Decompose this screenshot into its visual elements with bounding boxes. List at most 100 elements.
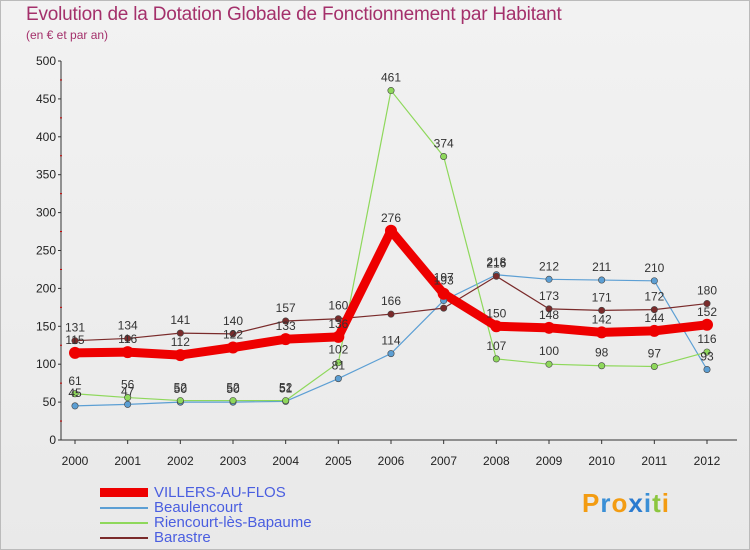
chart-title: Evolution de la Dotation Globale de Fonc… [26, 4, 562, 25]
data-label: 98 [595, 346, 609, 360]
data-point [174, 349, 187, 362]
legend-swatch [100, 488, 148, 497]
x-tick-label: 2012 [694, 454, 721, 468]
data-label: 152 [697, 305, 717, 319]
legend-item: Beaulencourt [100, 500, 312, 515]
x-tick-label: 2009 [536, 454, 563, 468]
data-label: 100 [539, 344, 559, 358]
data-label: 461 [381, 71, 401, 85]
data-point [385, 224, 397, 237]
data-point [598, 276, 606, 284]
x-tick-label: 2007 [430, 454, 457, 468]
data-point [71, 402, 79, 410]
x-tick-label: 2008 [483, 454, 510, 468]
data-label: 197 [434, 271, 454, 285]
data-point [492, 355, 500, 363]
data-point [703, 348, 711, 356]
x-tick-label: 2011 [641, 454, 667, 468]
data-label: 133 [276, 319, 296, 333]
data-label: 114 [381, 334, 400, 348]
data-point [282, 317, 290, 325]
data-point [545, 360, 553, 368]
data-label: 216 [486, 256, 506, 270]
data-label: 52 [226, 381, 240, 395]
legend-label: Beaulencourt [154, 499, 243, 516]
data-label: 140 [223, 314, 243, 328]
data-label: 134 [118, 318, 138, 332]
data-label: 45 [68, 386, 82, 400]
data-point [282, 397, 290, 405]
data-point [650, 277, 658, 285]
data-label: 148 [539, 308, 559, 322]
data-point [334, 375, 342, 383]
data-label: 93 [700, 350, 714, 364]
data-label: 150 [486, 306, 506, 320]
data-label: 112 [171, 335, 190, 349]
data-point [387, 310, 395, 318]
data-point [440, 304, 448, 312]
data-label: 116 [697, 332, 716, 346]
x-tick-label: 2003 [220, 454, 247, 468]
data-point [332, 330, 345, 343]
x-tick-label: 2006 [378, 454, 405, 468]
data-label: 81 [332, 359, 346, 373]
data-label: 122 [223, 328, 243, 342]
data-label: 102 [328, 343, 348, 357]
y-tick-label: 450 [36, 92, 56, 106]
x-tick-label: 2002 [167, 454, 194, 468]
data-point [598, 306, 606, 314]
x-tick-label: 2001 [114, 454, 141, 468]
data-point [176, 397, 184, 405]
data-label: 51 [279, 381, 293, 395]
data-point [595, 326, 608, 339]
proxiti-logo: Proxiti [582, 488, 670, 519]
logo-letter: x [628, 488, 644, 518]
data-point [69, 346, 81, 359]
chart-legend: VILLERS-AU-FLOS Beaulencourt Riencourt-lès… [100, 485, 312, 545]
data-point [598, 362, 606, 370]
logo-letter: r [600, 488, 612, 518]
data-label: 144 [644, 311, 664, 325]
data-point [650, 362, 658, 370]
data-point [387, 350, 395, 358]
data-point [334, 315, 342, 323]
y-tick-label: 100 [36, 357, 56, 371]
data-label: 107 [486, 339, 506, 353]
legend-item: VILLERS-AU-FLOS [100, 485, 312, 500]
x-tick-label: 2005 [325, 454, 352, 468]
data-label: 141 [170, 313, 190, 327]
data-label: 210 [644, 261, 664, 275]
logo-letter: P [582, 488, 601, 518]
x-tick-label: 2010 [588, 454, 615, 468]
legend-swatch [100, 536, 148, 539]
data-point [545, 305, 553, 313]
legend-swatch [100, 521, 148, 524]
legend-label: VILLERS-AU-FLOS [154, 484, 286, 501]
y-tick-label: 400 [36, 130, 56, 144]
data-point [176, 329, 184, 337]
data-label: 131 [65, 321, 85, 335]
data-label: 212 [539, 259, 559, 273]
data-point [648, 324, 661, 337]
data-label: 166 [381, 294, 401, 308]
data-point [703, 366, 711, 374]
data-label: 52 [174, 381, 188, 395]
legend-label: Riencourt-lès-Bapaume [154, 514, 312, 531]
data-point [703, 300, 711, 308]
y-tick-label: 350 [36, 168, 56, 182]
data-point [490, 320, 503, 333]
data-label: 218 [486, 255, 506, 269]
data-label: 116 [118, 332, 137, 346]
legend-swatch [100, 506, 148, 509]
data-point [440, 153, 448, 161]
data-point [229, 330, 237, 338]
data-label: 374 [434, 137, 454, 151]
data-label: 136 [328, 317, 348, 331]
data-point [124, 334, 132, 342]
logo-letter: i [643, 488, 653, 518]
legend-label: Barastre [154, 529, 211, 546]
data-label: 180 [697, 284, 717, 298]
data-label: 211 [592, 260, 611, 274]
y-tick-label: 0 [49, 433, 56, 447]
